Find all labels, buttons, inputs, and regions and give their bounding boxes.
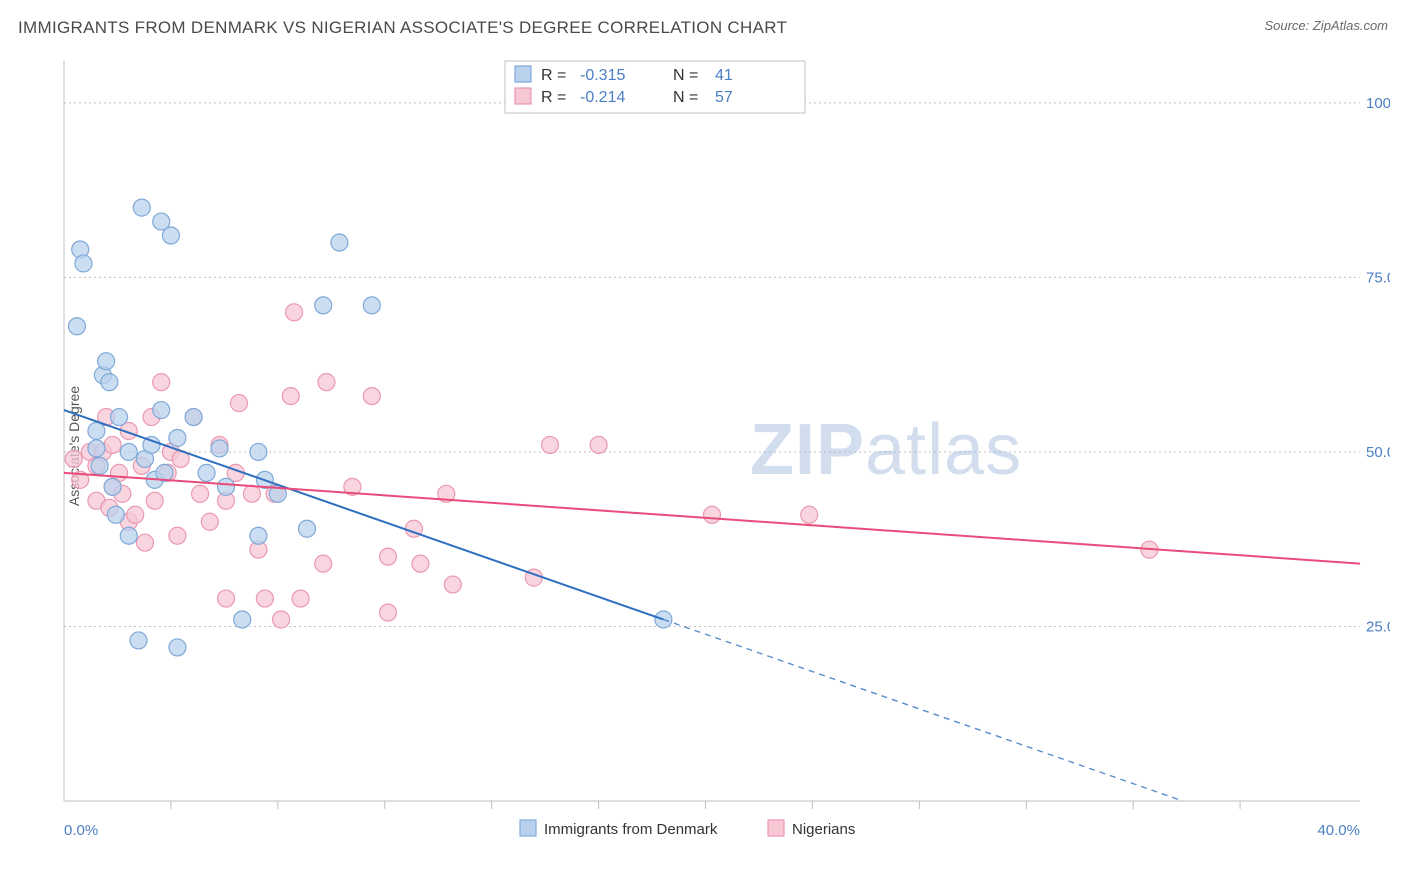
data-point xyxy=(444,576,461,593)
data-point xyxy=(250,527,267,544)
data-point xyxy=(363,297,380,314)
data-point xyxy=(75,255,92,272)
y-tick-label: 75.0% xyxy=(1366,269,1390,286)
data-point xyxy=(169,429,186,446)
legend-swatch xyxy=(515,66,531,82)
data-point xyxy=(704,506,721,523)
data-point xyxy=(201,513,218,530)
trend-line-extrapolated xyxy=(663,619,1182,801)
data-point xyxy=(218,590,235,607)
data-point xyxy=(590,436,607,453)
data-point xyxy=(234,611,251,628)
legend-r-label: R = xyxy=(541,89,566,106)
data-point xyxy=(363,388,380,405)
data-point xyxy=(127,506,144,523)
data-point xyxy=(380,548,397,565)
data-point xyxy=(107,506,124,523)
data-point xyxy=(211,440,228,457)
data-point xyxy=(218,478,235,495)
legend-series-label: Nigerians xyxy=(792,821,855,838)
data-point xyxy=(91,457,108,474)
data-point xyxy=(243,485,260,502)
data-point xyxy=(88,440,105,457)
data-point xyxy=(412,555,429,572)
legend-n-label: N = xyxy=(673,89,698,106)
data-point xyxy=(256,590,273,607)
data-point xyxy=(315,297,332,314)
data-point xyxy=(198,464,215,481)
y-tick-label: 25.0% xyxy=(1366,618,1390,635)
data-point xyxy=(192,485,209,502)
data-point xyxy=(380,604,397,621)
x-tick-label: 40.0% xyxy=(1317,822,1360,839)
data-point xyxy=(104,478,121,495)
correlation-chart: 25.0% 50.0% 75.0% 100.0% 0.0% 40.0% ZIPatlas R … xyxy=(50,55,1390,845)
data-point xyxy=(282,388,299,405)
data-point xyxy=(801,506,818,523)
data-point xyxy=(315,555,332,572)
data-point xyxy=(162,227,179,244)
data-point xyxy=(153,374,170,391)
legend-r-value: -0.315 xyxy=(580,67,625,84)
y-tick-label: 100.0% xyxy=(1366,95,1390,112)
legend-r-value: -0.214 xyxy=(580,89,625,106)
data-point xyxy=(130,632,147,649)
trend-line xyxy=(64,410,663,619)
data-point xyxy=(111,409,128,426)
data-point xyxy=(230,395,247,412)
x-tick-label: 0.0% xyxy=(64,822,98,839)
data-point xyxy=(185,409,202,426)
data-point xyxy=(65,450,82,467)
data-point xyxy=(169,639,186,656)
data-point xyxy=(542,436,559,453)
legend-swatch xyxy=(520,820,536,836)
data-point xyxy=(120,443,137,460)
legend-r-label: R = xyxy=(541,67,566,84)
chart-title: IMMIGRANTS FROM DENMARK VS NIGERIAN ASSO… xyxy=(18,18,787,38)
legend-n-value: 41 xyxy=(715,67,733,84)
data-point xyxy=(292,590,309,607)
data-point xyxy=(146,492,163,509)
legend-n-value: 57 xyxy=(715,89,733,106)
legend-n-label: N = xyxy=(673,67,698,84)
data-point xyxy=(101,374,118,391)
data-point xyxy=(331,234,348,251)
data-point xyxy=(286,304,303,321)
data-point xyxy=(169,527,186,544)
legend-series-label: Immigrants from Denmark xyxy=(544,821,718,838)
data-point xyxy=(120,527,137,544)
data-point xyxy=(88,423,105,440)
data-point xyxy=(133,199,150,216)
data-point xyxy=(68,318,85,335)
data-point xyxy=(153,402,170,419)
watermark: ZIPatlas xyxy=(750,410,1022,490)
data-point xyxy=(273,611,290,628)
source-label: Source: ZipAtlas.com xyxy=(1264,18,1388,33)
y-tick-label: 50.0% xyxy=(1366,444,1390,461)
legend-swatch xyxy=(515,88,531,104)
legend-swatch xyxy=(768,820,784,836)
data-point xyxy=(250,443,267,460)
data-point xyxy=(318,374,335,391)
data-point xyxy=(137,534,154,551)
data-point xyxy=(299,520,316,537)
data-point xyxy=(98,353,115,370)
data-point xyxy=(104,436,121,453)
